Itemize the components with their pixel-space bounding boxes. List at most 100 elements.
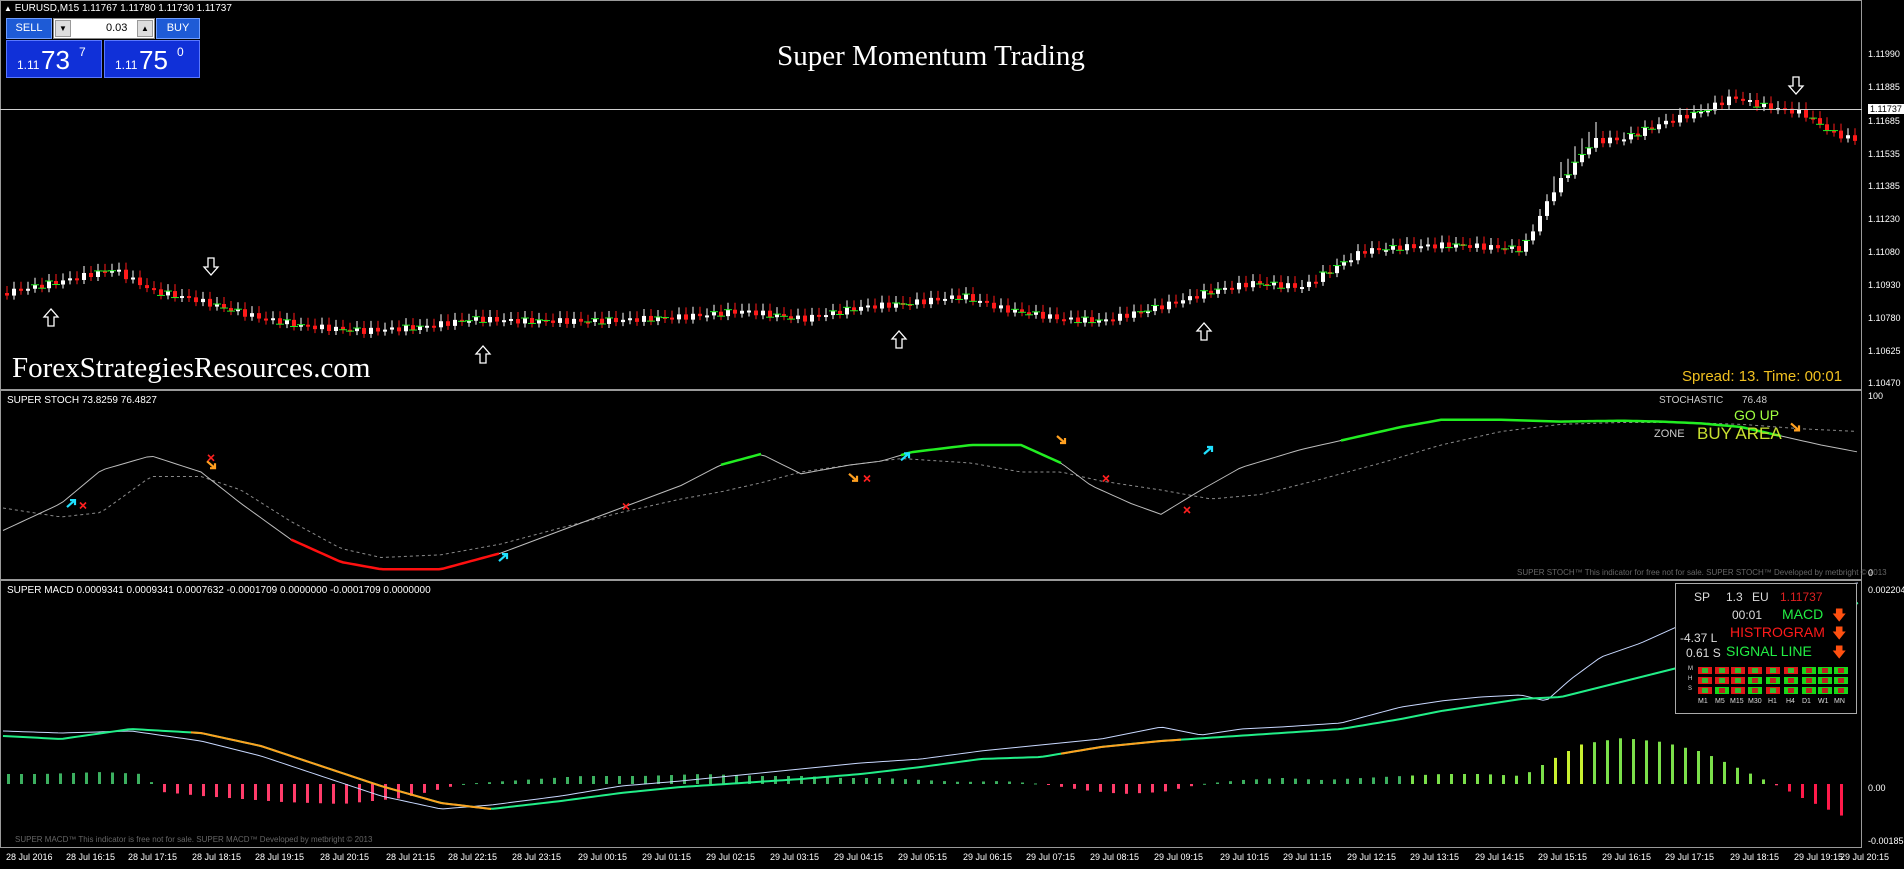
candle-body bbox=[1041, 311, 1045, 319]
s-value: 0.61 S bbox=[1686, 646, 1721, 660]
histogram-bar bbox=[1099, 784, 1102, 792]
candle-body bbox=[397, 327, 401, 332]
zone-value: BUY AREA bbox=[1697, 424, 1782, 443]
histogram-bar bbox=[1424, 774, 1427, 784]
histogram-bar bbox=[969, 781, 972, 784]
ask-quote[interactable]: 1.11 75 0 bbox=[104, 40, 200, 78]
histogram-bar bbox=[1541, 765, 1544, 784]
timeframe-cell bbox=[1766, 677, 1780, 684]
candle-body bbox=[320, 324, 324, 330]
timeframe-cell-marker bbox=[1838, 678, 1844, 683]
histogram-bar bbox=[592, 776, 595, 784]
bid-quote[interactable]: 1.11 73 7 bbox=[6, 40, 102, 78]
candle-body bbox=[887, 302, 891, 308]
timeframe-cell-marker bbox=[1752, 688, 1758, 693]
candle-body bbox=[992, 302, 996, 309]
candle-body bbox=[453, 319, 457, 326]
histogram-bar bbox=[1606, 740, 1609, 784]
candle-body bbox=[271, 318, 275, 321]
candle-body bbox=[1489, 245, 1493, 250]
signal-down-icon: 🡇 bbox=[1832, 644, 1847, 660]
time-label: 28 Jul 20:15 bbox=[320, 852, 370, 862]
sell-arrow-icon bbox=[1787, 76, 1805, 95]
candle-body bbox=[12, 288, 16, 296]
up-signal-icon bbox=[498, 553, 509, 562]
histogram-bar bbox=[228, 784, 231, 799]
histogram-bar bbox=[1086, 784, 1089, 791]
candle-body bbox=[1769, 103, 1773, 110]
histogram-bar bbox=[1489, 774, 1492, 784]
candle-body bbox=[1048, 314, 1052, 319]
candle-body bbox=[75, 278, 79, 281]
candle-body bbox=[1650, 127, 1654, 130]
histogram-bar bbox=[1034, 783, 1037, 785]
histogram-bar bbox=[1151, 784, 1154, 793]
candle-body bbox=[572, 318, 576, 324]
candle-body bbox=[488, 316, 492, 323]
histogram-bar bbox=[85, 772, 88, 784]
main-chart-pane[interactable] bbox=[0, 0, 1862, 390]
candle-body bbox=[201, 298, 205, 303]
sell-button[interactable]: SELL bbox=[6, 18, 52, 39]
histogram-bar bbox=[1645, 740, 1648, 784]
histogram-bar bbox=[1060, 784, 1063, 787]
candle-body bbox=[1027, 312, 1031, 315]
time-label: 28 Jul 17:15 bbox=[128, 852, 178, 862]
candle-body bbox=[1272, 282, 1276, 286]
super-macd-pane[interactable]: SUPER MACD 0.0009341 0.0009341 0.0007632… bbox=[0, 580, 1862, 848]
bid-big: 73 bbox=[41, 45, 70, 75]
timeframe-cell-marker bbox=[1806, 668, 1812, 673]
histogram-bar bbox=[527, 779, 530, 784]
candle-body bbox=[502, 320, 506, 323]
timeframe-cell bbox=[1698, 687, 1712, 694]
row-label: S bbox=[1688, 686, 1693, 692]
histogram-bar bbox=[1619, 738, 1622, 784]
time-label: 29 Jul 02:15 bbox=[706, 852, 756, 862]
buy-button[interactable]: BUY bbox=[156, 18, 200, 39]
lot-value[interactable]: 0.03 bbox=[106, 22, 128, 34]
candle-body bbox=[1510, 246, 1514, 249]
histogram-bar bbox=[1827, 784, 1830, 810]
lot-increase-icon[interactable]: ▲ bbox=[137, 20, 153, 37]
price-label: 1.10625 bbox=[1868, 346, 1901, 356]
candle-body bbox=[341, 326, 345, 330]
candle-body bbox=[299, 324, 303, 327]
candle-body bbox=[1818, 118, 1822, 125]
candle-body bbox=[1671, 120, 1675, 123]
super-stoch-pane[interactable]: SUPER STOCH 73.8259 76.4827 STOCHASTIC 7… bbox=[0, 390, 1887, 580]
collapse-icon[interactable]: ▲ bbox=[4, 4, 12, 13]
histogram-bar bbox=[917, 779, 920, 784]
candle-body bbox=[530, 318, 534, 324]
candle-body bbox=[1685, 114, 1689, 119]
up-signal-icon bbox=[66, 499, 77, 508]
candle-body bbox=[1629, 133, 1633, 140]
candle-body bbox=[1244, 282, 1248, 288]
timeframe-cell-marker bbox=[1770, 678, 1776, 683]
histogram-bar bbox=[1723, 761, 1726, 784]
histogram-bar bbox=[891, 778, 894, 784]
time-label: 28 Jul 19:15 bbox=[255, 852, 305, 862]
candle-body bbox=[523, 318, 527, 324]
candle-body bbox=[817, 314, 821, 317]
lot-decrease-icon[interactable]: ▼ bbox=[55, 20, 71, 37]
up-signal-icon bbox=[1203, 445, 1214, 455]
l-value: -4.37 L bbox=[1680, 631, 1718, 645]
candle-body bbox=[915, 299, 919, 305]
histogram-bar bbox=[1216, 782, 1219, 784]
histogram-bar bbox=[1450, 774, 1453, 784]
timeframe-cell-marker bbox=[1719, 678, 1725, 683]
timeframe-cell-marker bbox=[1788, 668, 1794, 673]
timeframe-cell bbox=[1784, 667, 1798, 674]
candle-body bbox=[551, 320, 555, 323]
candle-body bbox=[565, 318, 569, 324]
histogram-bar bbox=[761, 776, 764, 784]
timeframe-grid: M H S M1 M5 M15 M30 H1 H4 D1 W1 MN bbox=[1676, 666, 1856, 714]
candle-body bbox=[26, 288, 30, 291]
candle-body bbox=[1482, 243, 1486, 250]
lot-size-field[interactable]: ▼ 0.03 ▲ bbox=[53, 18, 155, 39]
price-label: 1.10930 bbox=[1868, 280, 1901, 290]
histogram-bar bbox=[865, 778, 868, 784]
histogram-bar bbox=[1411, 775, 1414, 784]
histogram-bar bbox=[670, 775, 673, 784]
price-label: 1.11535 bbox=[1868, 149, 1900, 159]
